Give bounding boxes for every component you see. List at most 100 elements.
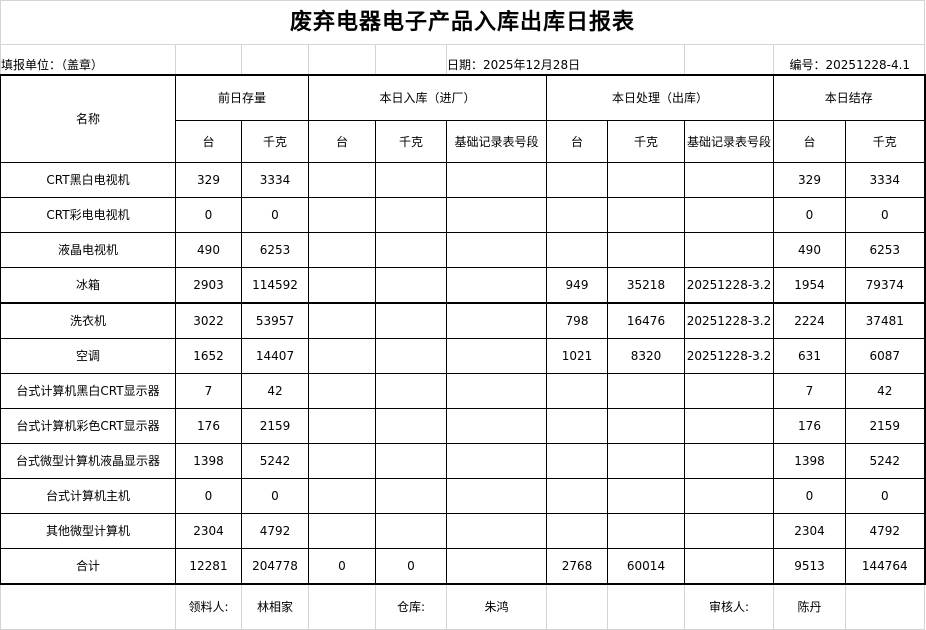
cell-name: 液晶电视机 <box>0 232 176 268</box>
cell-in-units <box>308 373 376 409</box>
cell-in-kg <box>375 373 447 409</box>
cell-in-record <box>446 478 547 514</box>
cell-in-units <box>308 443 376 479</box>
table-row: CRT彩电电视机 0 0 0 0 <box>0 197 926 233</box>
cell-out-kg <box>607 513 685 549</box>
cell-name: 台式计算机主机 <box>0 478 176 514</box>
empty-cell <box>607 583 685 630</box>
header-units: 台 <box>308 120 376 163</box>
cell-name: 冰箱 <box>0 267 176 304</box>
cell-bal-kg: 79374 <box>844 267 926 304</box>
cell-in-units <box>308 232 376 268</box>
cell-bal-units: 0 <box>773 197 846 233</box>
cell-prev-units: 0 <box>175 197 242 233</box>
cell-prev-kg: 14407 <box>241 338 309 374</box>
cell-out-units <box>546 408 608 444</box>
cell-out-record: 20251228-3.2 <box>684 267 774 304</box>
cell-bal-units: 631 <box>773 338 846 374</box>
cell-prev-units: 176 <box>175 408 242 444</box>
cell-prev-kg: 42 <box>241 373 309 409</box>
cell-out-units <box>546 197 608 233</box>
cell-name: 合计 <box>0 548 176 585</box>
cell-out-record: 20251228-3.2 <box>684 302 774 339</box>
signature-reviewer: 陈丹 <box>773 583 846 630</box>
cell-out-kg: 8320 <box>607 338 685 374</box>
cell-in-record <box>446 338 547 374</box>
signature-receiver: 林相家 <box>241 583 309 630</box>
cell-out-units: 949 <box>546 267 608 304</box>
cell-bal-units: 7 <box>773 373 846 409</box>
cell-out-record <box>684 478 774 514</box>
cell-out-record <box>684 548 774 585</box>
cell-out-units <box>546 162 608 198</box>
cell-bal-kg: 2159 <box>844 408 926 444</box>
cell-in-record <box>446 302 547 339</box>
cell-in-units <box>308 478 376 514</box>
cell-in-kg <box>375 197 447 233</box>
cell-prev-kg: 6253 <box>241 232 309 268</box>
cell-name: 台式微型计算机液晶显示器 <box>0 443 176 479</box>
header-kg: 千克 <box>375 120 447 163</box>
table-row: 台式计算机彩色CRT显示器 176 2159 176 2159 <box>0 408 926 444</box>
cell-in-units <box>308 197 376 233</box>
empty-cell <box>546 583 608 630</box>
signature-warehouse-label: 仓库: <box>375 583 447 630</box>
cell-in-units <box>308 162 376 198</box>
cell-in-units <box>308 338 376 374</box>
cell-out-kg: 16476 <box>607 302 685 339</box>
cell-in-kg <box>375 443 447 479</box>
cell-out-kg <box>607 373 685 409</box>
header-record: 基础记录表号段 <box>446 120 547 163</box>
cell-in-kg <box>375 513 447 549</box>
report-title: 废弃电器电子产品入库出库日报表 <box>0 0 926 45</box>
cell-in-record <box>446 408 547 444</box>
cell-in-record <box>446 443 547 479</box>
cell-name: CRT黑白电视机 <box>0 162 176 198</box>
cell-name: 台式计算机黑白CRT显示器 <box>0 373 176 409</box>
cell-out-record <box>684 513 774 549</box>
header-record: 基础记录表号段 <box>684 120 774 163</box>
cell-out-units <box>546 513 608 549</box>
total-row: 合计 12281 204778 0 0 2768 60014 9513 144764 <box>0 548 926 585</box>
cell-in-kg <box>375 302 447 339</box>
cell-prev-units: 329 <box>175 162 242 198</box>
cell-in-record <box>446 162 547 198</box>
cell-bal-kg: 0 <box>844 478 926 514</box>
cell-in-record <box>446 513 547 549</box>
cell-bal-kg: 42 <box>844 373 926 409</box>
cell-out-units <box>546 443 608 479</box>
cell-in-kg <box>375 478 447 514</box>
signature-reviewer-label: 审核人: <box>684 583 774 630</box>
cell-bal-units: 1398 <box>773 443 846 479</box>
cell-in-kg: 0 <box>375 548 447 585</box>
cell-prev-units: 1398 <box>175 443 242 479</box>
cell-prev-kg: 0 <box>241 478 309 514</box>
header-units: 台 <box>175 120 242 163</box>
cell-out-units: 1021 <box>546 338 608 374</box>
cell-prev-kg: 2159 <box>241 408 309 444</box>
cell-prev-kg: 114592 <box>241 267 309 304</box>
cell-in-kg <box>375 162 447 198</box>
cell-in-record <box>446 232 547 268</box>
signature-warehouse: 朱鸿 <box>446 583 547 630</box>
cell-out-kg <box>607 443 685 479</box>
cell-prev-kg: 204778 <box>241 548 309 585</box>
cell-bal-units: 490 <box>773 232 846 268</box>
cell-prev-units: 12281 <box>175 548 242 585</box>
empty-cell <box>844 583 926 630</box>
cell-out-units: 798 <box>546 302 608 339</box>
cell-prev-kg: 3334 <box>241 162 309 198</box>
cell-name: CRT彩电电视机 <box>0 197 176 233</box>
reporting-unit: 填报单位：（盖章） <box>0 44 176 76</box>
header-kg: 千克 <box>607 120 685 163</box>
table-row: 冰箱 2903 114592 949 35218 20251228-3.2 1954 7937… <box>0 267 926 304</box>
cell-out-kg <box>607 408 685 444</box>
cell-out-record <box>684 443 774 479</box>
cell-in-units <box>308 267 376 304</box>
cell-in-record <box>446 373 547 409</box>
cell-in-units: 0 <box>308 548 376 585</box>
table-row: 液晶电视机 490 6253 490 6253 <box>0 232 926 268</box>
cell-name: 台式计算机彩色CRT显示器 <box>0 408 176 444</box>
signature-receiver-label: 领料人: <box>175 583 242 630</box>
cell-out-record <box>684 162 774 198</box>
